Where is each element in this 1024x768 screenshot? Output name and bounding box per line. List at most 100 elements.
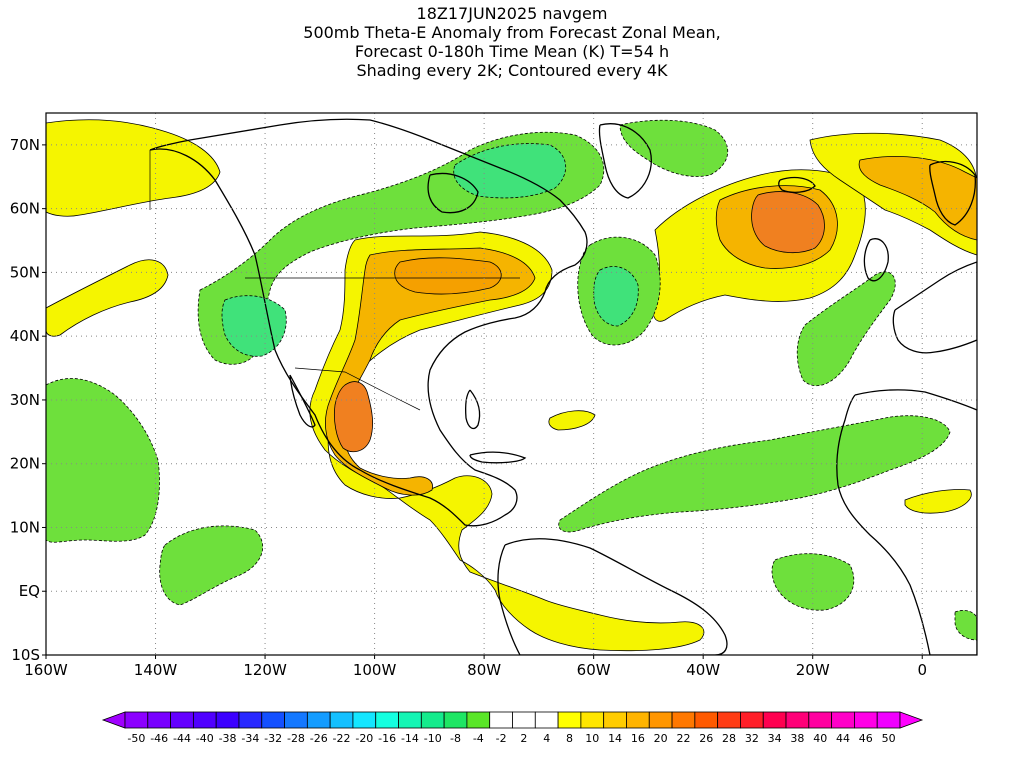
colorbar-swatch-13 (420, 711, 445, 729)
colorbar-swatch-12 (398, 711, 422, 729)
colorbar-swatch-6 (261, 711, 285, 729)
colorbar: -50 -46 -44 -40 -38 -34 -32 -28 -26 -22 -20 -16 -14-… (101, 711, 924, 745)
warm-anomaly-north-atlantic-peak (751, 191, 825, 254)
colorbar-label-22: 22 (676, 732, 690, 745)
lat-label-60N: 60N (10, 200, 40, 218)
colorbar-swatch-26 (717, 711, 741, 729)
coast-greenland (598, 123, 652, 199)
cool-anomaly-pacific-nw-core (221, 295, 287, 357)
lat-label-40N: 40N (10, 327, 40, 345)
lon-label-160W: 160W (24, 661, 68, 679)
colorbar-swatch-29 (785, 711, 810, 729)
colorbar-label-4: 4 (543, 732, 550, 745)
colorbar-label-32: 32 (745, 732, 759, 745)
colorbar-label--34: -34 (241, 732, 259, 745)
colorbar-label--22: -22 (333, 732, 351, 745)
warm-anomaly-caribbean-blob (548, 410, 596, 431)
colorbar-swatch-5 (238, 711, 263, 729)
colorbar-label-14: 14 (608, 732, 622, 745)
coast-british-isles (863, 238, 889, 282)
warm-anomaly-scandinavia-core (858, 156, 977, 241)
lat-label-50N: 50N (10, 263, 40, 281)
colorbar-label--40: -40 (196, 732, 214, 745)
cool-anomaly-south-pacific (159, 525, 264, 606)
colorbar-label-8: 8 (566, 732, 573, 745)
colorbar-swatch-7 (284, 711, 308, 729)
colorbar-swatch-1 (147, 711, 171, 729)
colorbar-swatch-3 (192, 711, 217, 729)
lon-label-40W: 40W (686, 661, 720, 679)
longitude-labels: 160W 140W 120W 100W 80W 60W 40W 20W 0 (24, 655, 927, 679)
lon-label-140W: 140W (134, 661, 178, 679)
colorbar-label--16: -16 (378, 732, 396, 745)
anomaly-shading (46, 119, 977, 652)
lon-label-80W: 80W (467, 661, 501, 679)
coast-europe (892, 261, 977, 354)
colorbar-label--20: -20 (355, 732, 373, 745)
colorbar-label--50: -50 (127, 732, 145, 745)
title-block: 18Z17JUN2025 navgem 500mb Theta-E Anomal… (0, 4, 1024, 80)
colorbar-arrow-right (899, 711, 924, 729)
lat-label-EQ: EQ (19, 582, 40, 600)
colorbar-label-46: 46 (859, 732, 873, 745)
colorbar-swatch-32 (854, 711, 878, 729)
colorbar-swatch-15 (466, 711, 491, 729)
coast-baja (289, 374, 316, 428)
colorbar-label-10: 10 (585, 732, 599, 745)
lon-label-20W: 20W (796, 661, 830, 679)
warm-anomaly-alaska (46, 119, 221, 217)
warm-anomaly-great-lakes-core (394, 257, 502, 295)
colorbar-swatch-31 (831, 711, 855, 729)
lat-label-10N: 10N (10, 518, 40, 536)
title-forecast-period: Forecast 0-180h Time Mean (K) T=54 h (354, 42, 670, 61)
colorbar-label--44: -44 (173, 732, 191, 745)
colorbar-swatch-14 (443, 711, 468, 729)
coast-africa (836, 389, 977, 655)
cool-anomaly-africa-south (954, 610, 977, 641)
colorbar-label--32: -32 (264, 732, 282, 745)
cool-anomaly-east-pacific (46, 378, 160, 543)
colorbar-label--14: -14 (401, 732, 419, 745)
political-borders (149, 150, 520, 411)
colorbar-label-16: 16 (631, 732, 645, 745)
lon-label-120W: 120W (243, 661, 287, 679)
colorbar-swatch-27 (740, 711, 764, 729)
title-date-model: 18Z17JUN2025 navgem (416, 4, 608, 23)
coastlines (149, 118, 977, 655)
colorbar-swatch-20 (580, 711, 605, 729)
lon-label-60W: 60W (577, 661, 611, 679)
gridlines (46, 113, 977, 655)
colorbar-label--4: -4 (473, 732, 484, 745)
warm-anomaly-mexico-core (334, 381, 374, 453)
colorbar-swatch-4 (215, 711, 240, 729)
colorbar-label--2: -2 (496, 732, 507, 745)
colorbar-label-50: 50 (882, 732, 896, 745)
colorbar-label-20: 20 (654, 732, 668, 745)
warm-anomaly-west-africa (904, 489, 972, 514)
colorbar-swatch-30 (808, 711, 833, 729)
colorbar-label-40: 40 (813, 732, 827, 745)
colorbar-swatch-18 (534, 711, 559, 729)
colorbar-swatch-17 (512, 711, 536, 729)
colorbar-label-38: 38 (790, 732, 804, 745)
lat-label-10S: 10S (11, 646, 40, 664)
colorbar-swatch-0 (124, 711, 149, 729)
colorbar-swatch-11 (375, 711, 399, 729)
colorbar-label-28: 28 (722, 732, 736, 745)
colorbar-label--28: -28 (287, 732, 305, 745)
warm-anomaly-north-america-core (325, 247, 536, 496)
colorbar-swatch-23 (648, 711, 673, 729)
colorbar-label--38: -38 (219, 732, 237, 745)
colorbar-label--10: -10 (424, 732, 442, 745)
cool-anomaly-greenland (619, 119, 729, 177)
colorbar-label-2: 2 (520, 732, 527, 745)
colorbar-swatch-21 (603, 711, 627, 729)
colorbar-swatch-10 (352, 711, 377, 729)
lat-label-30N: 30N (10, 391, 40, 409)
border-us-mexico (294, 367, 421, 411)
coast-hudson-bay (427, 172, 479, 214)
colorbar-swatch-28 (762, 711, 787, 729)
colorbar-label-34: 34 (768, 732, 782, 745)
title-variable: 500mb Theta-E Anomaly from Forecast Zona… (303, 23, 721, 42)
colorbar-swatch-2 (170, 711, 194, 729)
